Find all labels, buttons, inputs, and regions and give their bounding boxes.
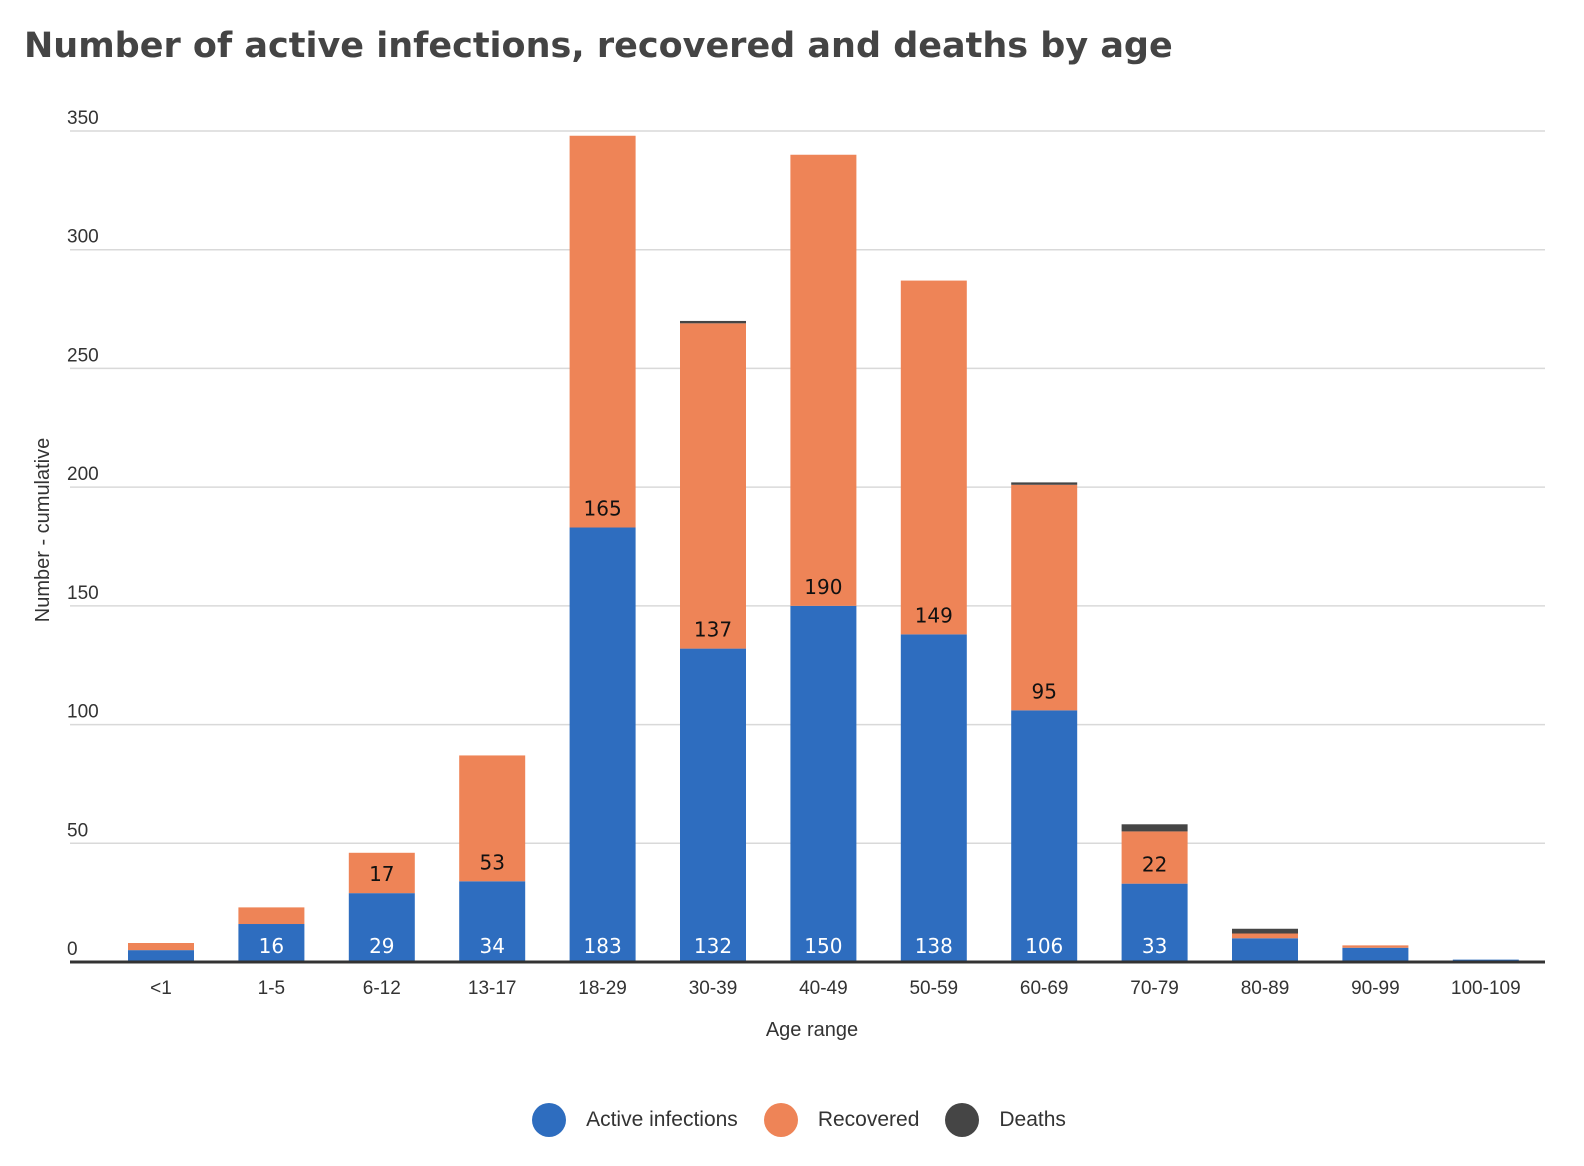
data-label: 165	[584, 497, 622, 521]
data-label: 138	[915, 934, 953, 958]
x-tick-label: 50-59	[909, 978, 958, 999]
bar-segment[interactable]	[348, 893, 415, 962]
bar-segment[interactable]	[900, 634, 967, 962]
y-tick-label: 350	[67, 108, 99, 129]
data-label: 150	[804, 934, 842, 958]
legend-item-recovered[interactable]: Recovered	[763, 1103, 920, 1137]
y-tick-label: 100	[67, 702, 99, 723]
data-label: 34	[479, 934, 504, 958]
bar-segment[interactable]	[1011, 484, 1078, 711]
bar-segment[interactable]	[1342, 947, 1409, 962]
bar-segment[interactable]	[569, 527, 636, 962]
x-tick-label: 80-89	[1241, 978, 1290, 999]
bar-segment[interactable]	[900, 280, 967, 635]
data-label: 132	[694, 934, 732, 958]
bar-segment[interactable]	[680, 323, 746, 649]
bar-segment[interactable]	[238, 924, 305, 962]
x-tick-label: 13-17	[468, 978, 517, 999]
legend-swatch-recovered	[763, 1103, 798, 1137]
x-tick-label: 60-69	[1020, 978, 1069, 999]
bar-segment[interactable]	[1011, 482, 1078, 485]
data-label: 137	[694, 618, 732, 642]
data-label: 190	[804, 575, 842, 599]
bars: 16 29 17 34 53 183 165 132 137 150 190 138 149 106 95 3…	[128, 135, 1519, 962]
x-axis-title: Age range	[766, 1019, 858, 1041]
bar-segment[interactable]	[790, 605, 857, 962]
x-tick-label: 90-99	[1351, 978, 1400, 999]
bar-segment[interactable]	[680, 648, 746, 962]
data-label: 106	[1025, 934, 1063, 958]
bar-segment[interactable]	[1011, 710, 1078, 962]
x-tick-label: 1-5	[258, 978, 285, 999]
bar-segment[interactable]	[348, 852, 415, 894]
bar-segment[interactable]	[128, 950, 194, 962]
legend-label: Recovered	[817, 1108, 920, 1131]
bar-segment[interactable]	[1232, 928, 1298, 934]
legend-label: Deaths	[999, 1108, 1066, 1131]
data-label: 33	[1142, 934, 1167, 958]
y-tick-label: 250	[67, 345, 99, 366]
legend: Active infections Recovered Deaths	[0, 1100, 1584, 1140]
y-tick-label: 50	[67, 820, 88, 841]
chart-title: Number of active infections, recovered a…	[24, 26, 1173, 66]
x-axis-ticks: <1 1-5 6-12 13-17 18-29 30-39 40-49 50-59 60-69 7…	[150, 978, 1521, 999]
data-label: 17	[369, 862, 394, 886]
bar-segment[interactable]	[1232, 938, 1298, 962]
data-label: 16	[259, 934, 284, 958]
y-axis-ticks: 0 50 100 150 200 250 300 350	[67, 108, 99, 960]
y-tick-label: 200	[67, 464, 99, 485]
stacked-bar-chart: 0 50 100 150 200 250 300 350 16 29 17 34 53 183 165 13…	[32, 108, 1545, 1041]
bar-segment[interactable]	[128, 943, 194, 951]
bar-segment[interactable]	[790, 154, 857, 606]
y-tick-label: 300	[67, 227, 99, 248]
legend-swatch-active-infections	[532, 1103, 567, 1137]
data-label: 22	[1142, 853, 1167, 877]
legend-label: Active infections	[586, 1108, 738, 1131]
y-axis-title: Number - cumulative	[32, 438, 54, 623]
bar-segment[interactable]	[680, 320, 746, 324]
data-label: 53	[479, 850, 504, 874]
bar-segment[interactable]	[1232, 933, 1298, 939]
x-tick-label: 18-29	[578, 978, 627, 999]
bar-segment[interactable]	[459, 755, 526, 882]
x-tick-label: 70-79	[1130, 978, 1179, 999]
x-tick-label: 30-39	[689, 978, 738, 999]
x-tick-label: <1	[150, 978, 172, 999]
bar-segment[interactable]	[238, 907, 305, 925]
data-label: 95	[1031, 679, 1056, 703]
data-label: 183	[584, 934, 622, 958]
data-label: 29	[369, 934, 394, 958]
x-tick-label: 100-109	[1451, 978, 1521, 999]
bar-segment[interactable]	[1121, 883, 1188, 962]
bar-segment[interactable]	[1121, 824, 1188, 832]
bar-segment[interactable]	[459, 881, 526, 962]
legend-item-active-infections[interactable]: Active infections	[532, 1103, 738, 1137]
bar-segment[interactable]	[1121, 831, 1188, 884]
y-tick-label: 150	[67, 583, 99, 604]
y-tick-label: 0	[67, 939, 78, 960]
legend-swatch-deaths	[945, 1103, 980, 1137]
bar-segment[interactable]	[569, 135, 636, 528]
data-label: 149	[915, 603, 953, 627]
x-tick-label: 6-12	[363, 978, 401, 999]
bar-segment[interactable]	[1342, 945, 1409, 948]
legend-item-deaths[interactable]: Deaths	[945, 1103, 1066, 1137]
x-tick-label: 40-49	[799, 978, 848, 999]
